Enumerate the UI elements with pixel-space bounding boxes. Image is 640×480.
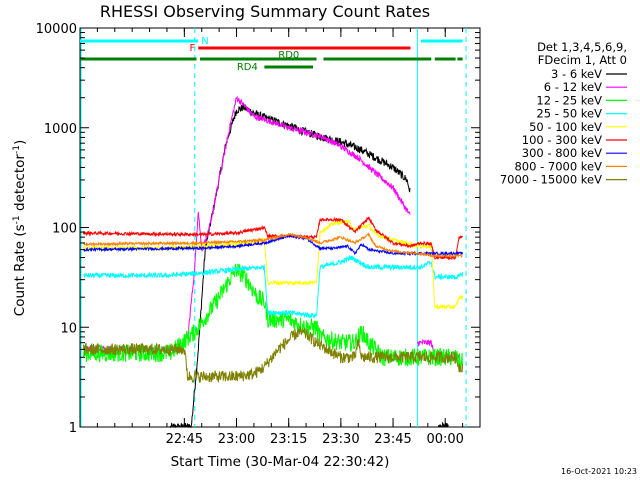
x-tick-label-23:15: 23:15 [270,432,307,447]
legend-entry-6: 300 - 800 keV [522,146,602,160]
y-tick-label-1000: 1000 [44,122,77,137]
legend-header-line-2: FDecim 1, Att 0 [538,53,627,67]
legend-entry-4: 50 - 100 keV [529,120,602,134]
flag-bars: NF RD0 RD4 [80,36,463,73]
series-line-5 [83,216,463,261]
legend: Det 1,3,4,5,6,9, FDecim 1, Att 0 3 - 6 k… [500,40,627,187]
legend-entry-0: 3 - 6 keV [551,67,602,81]
legend-entry-2: 12 - 25 keV [536,93,602,107]
x-axis-label: Start Time (30-Mar-04 22:30:42) [171,454,390,470]
y-axis-label-sup2: -1 [12,145,22,154]
y-axis-label-part1: Count Rate (s [12,224,28,316]
legend-entry-7: 800 - 7000 keV [514,159,602,173]
x-tick-label-23:00: 23:00 [218,432,255,447]
plot-area: NF RD0 RD4 1 10 100 1000 10000 22:45 23:00 23:15… [36,22,481,447]
flag-label-n: N [201,36,208,47]
series-line-3 [83,254,463,319]
y-axis: 1 10 100 1000 10000 [36,22,480,436]
timestamp: 16-Oct-2021 10:23 [561,467,637,476]
flag-label-rd4: RD4 [237,62,258,73]
legend-entry-5: 100 - 300 keV [522,133,602,147]
legend-header-line-1: Det 1,3,4,5,6,9, [537,40,627,54]
y-tick-label-1: 1 [69,421,77,436]
chart-title: RHESSI Observing Summary Count Rates [100,2,430,21]
y-tick-label-100: 100 [52,222,77,237]
x-tick-label-23:30: 23:30 [322,432,359,447]
legend-entry-3: 25 - 50 keV [536,107,602,121]
x-tick-label-22:45: 22:45 [166,432,203,447]
y-axis-label-part3: ) [12,140,28,145]
legend-entry-1: 6 - 12 keV [544,80,602,94]
x-axis: 22:45 23:00 23:15 23:30 23:45 00:00 [79,28,481,447]
y-axis-label-sup1: -1 [12,215,22,224]
flag-label-rd0: RD0 [278,50,299,61]
y-tick-label-10000: 10000 [36,22,77,37]
y-axis-label-part2: detector [12,154,28,216]
legend-entry-8: 7000 - 15000 keV [500,173,602,187]
series-line-8 [83,326,463,384]
y-axis-label: Count Rate (s-1 detector-1) [12,140,28,316]
flag-label-f: F [189,43,195,54]
x-tick-label-23:45: 23:45 [374,432,411,447]
x-tick-label-00:00: 00:00 [426,432,463,447]
series-line-7 [83,232,463,259]
series-line-2 [83,263,463,369]
series-line-6 [83,233,463,257]
series-layer [83,95,463,429]
y-tick-label-10: 10 [60,321,77,336]
